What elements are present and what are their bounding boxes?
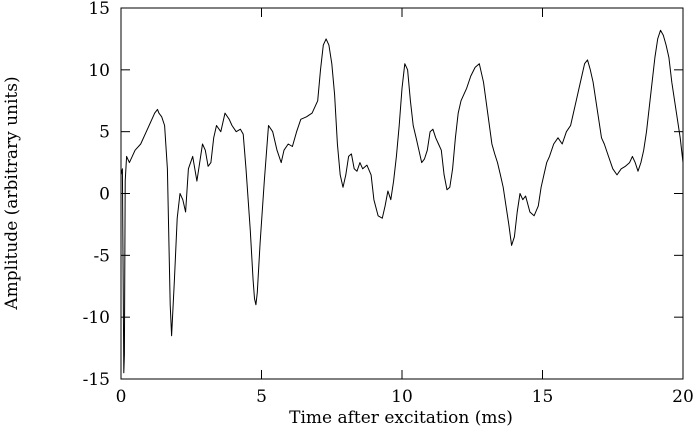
x-tick-label: 20	[672, 387, 693, 407]
x-tick-label: 15	[532, 387, 554, 407]
x-tick-label: 5	[256, 387, 267, 407]
x-tick-label: 10	[391, 387, 413, 407]
axis-ticks	[120, 7, 684, 380]
y-tick-label: 15	[88, 0, 110, 19]
y-axis-title: Amplitude (arbitrary units)	[2, 76, 22, 310]
series-line	[120, 29, 684, 374]
x-axis-title: Time after excitation (ms)	[289, 408, 513, 428]
plot-frame	[120, 7, 684, 380]
y-tick-label: 5	[99, 123, 110, 143]
y-tick-label: -5	[93, 246, 110, 266]
y-tick-label: -15	[83, 370, 110, 390]
tick-labels: 0 5 10 15 20 -15 -10 -5 0 5 10 15	[83, 0, 693, 407]
y-tick-label: 10	[88, 61, 110, 81]
x-tick-label: 0	[116, 387, 127, 407]
y-tick-label: 0	[99, 185, 110, 205]
y-tick-label: -10	[83, 308, 110, 328]
